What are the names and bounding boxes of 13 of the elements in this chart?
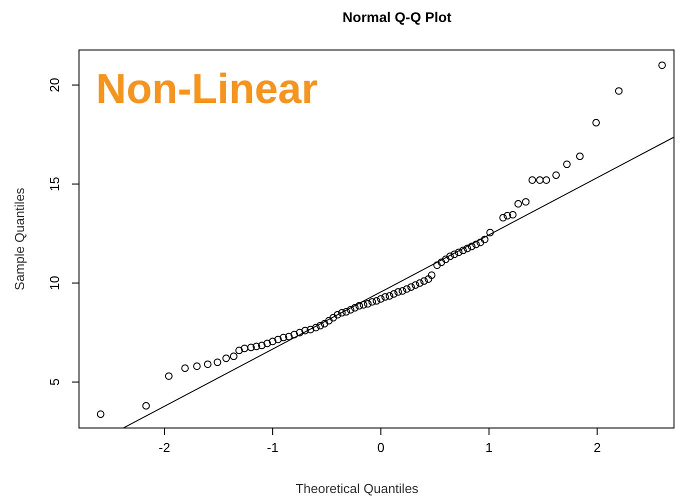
x-tick-label: 2	[594, 440, 601, 455]
y-tick-label: 10	[47, 276, 62, 290]
chart-title: Normal Q-Q Plot	[342, 9, 452, 25]
annotation: Non-Linear	[96, 65, 318, 112]
x-axis-title: Theoretical Quantiles	[296, 481, 419, 496]
x-tick-label: -1	[266, 440, 278, 455]
x-tick-label: 1	[485, 440, 493, 455]
y-tick-label: 15	[47, 176, 62, 192]
y-axis-title: Sample Quantiles	[12, 187, 27, 290]
y-tick-label: 20	[47, 78, 62, 92]
y-tick-label: 5	[47, 378, 62, 386]
x-tick-label: -2	[158, 440, 170, 455]
x-tick-label: 0	[377, 440, 384, 455]
